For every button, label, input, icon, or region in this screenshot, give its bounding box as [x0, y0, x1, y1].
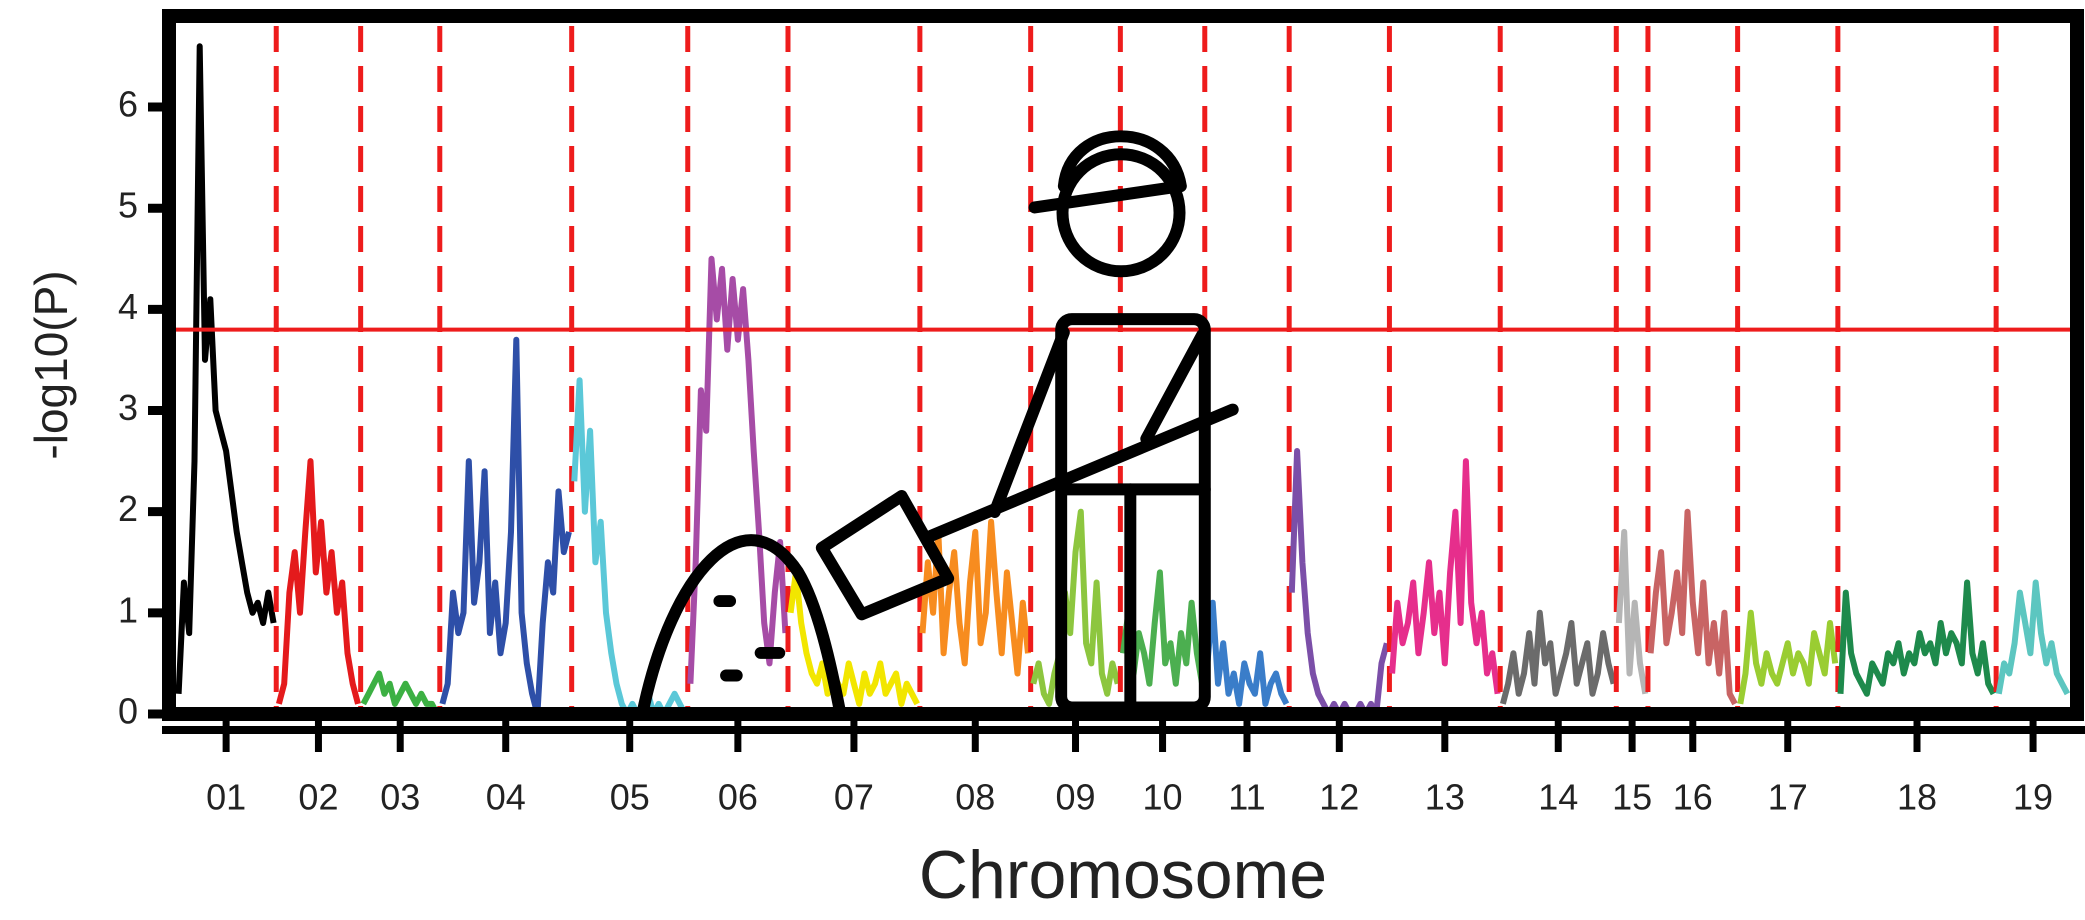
series-line: [1030, 508, 1121, 707]
x-tick-label: 15: [1612, 777, 1652, 818]
digging-figure: [636, 130, 1239, 721]
x-tick-label: 01: [206, 777, 246, 818]
series-line: [1647, 508, 1738, 706]
dirt-specks: [713, 595, 786, 682]
series-line: [1615, 528, 1649, 695]
x-tick-label: 04: [486, 777, 526, 818]
series-line: [1288, 448, 1390, 717]
figure-arm: [1140, 329, 1209, 445]
series-line: [175, 43, 277, 694]
series-line: [275, 458, 361, 705]
x-tick-label: 03: [380, 777, 420, 818]
x-tick-label: 18: [1897, 777, 1937, 818]
series-line: [1737, 609, 1839, 705]
y-tick-label: 0: [118, 691, 138, 732]
series-line: [1204, 599, 1290, 707]
x-tick-label: 16: [1673, 777, 1713, 818]
series-line: [1995, 579, 2071, 696]
series-line: [360, 670, 440, 716]
x-tick-label: 07: [834, 777, 874, 818]
series-line: [571, 377, 688, 717]
series-line: [1499, 609, 1617, 705]
y-tick-label: 3: [118, 387, 138, 428]
x-tick-label: 05: [610, 777, 650, 818]
x-tick-label: 13: [1425, 777, 1465, 818]
figure-head: [1056, 148, 1186, 278]
y-tick-label: 4: [118, 286, 138, 327]
series-line: [787, 569, 920, 707]
x-tick-label: 12: [1319, 777, 1359, 818]
x-tick-label: 17: [1768, 777, 1808, 818]
y-tick-label: 5: [118, 185, 138, 226]
x-tick-label: 02: [298, 777, 338, 818]
plot-frame: [162, 9, 2084, 721]
series-line: [687, 255, 789, 684]
shovel-blade: [815, 490, 955, 621]
dirt-mound: [636, 534, 847, 721]
figure-arm: [988, 326, 1070, 518]
x-tick-label: 06: [718, 777, 758, 818]
x-tick-label: 14: [1538, 777, 1578, 818]
x-tick-label: 19: [2013, 777, 2053, 818]
y-axis-label: -log10(P): [25, 270, 77, 459]
y-tick-label: 2: [118, 488, 138, 529]
series-line: [1389, 458, 1501, 695]
figure-hat: [1028, 130, 1187, 214]
series-line: [919, 518, 1031, 677]
x-tick-label: 09: [1055, 777, 1095, 818]
x-tick-label: 11: [1228, 777, 1265, 818]
series-line: [1837, 579, 1997, 697]
shovel-handle: [924, 403, 1239, 542]
y-tick-label: 6: [118, 84, 138, 125]
x-axis-label: Chromosome: [919, 837, 1327, 913]
plot-area: [169, 26, 2077, 717]
series-line: [439, 336, 572, 717]
x-tick-label: 10: [1143, 777, 1183, 818]
x-tick-label: 08: [955, 777, 995, 818]
y-tick-label: 1: [118, 589, 138, 630]
